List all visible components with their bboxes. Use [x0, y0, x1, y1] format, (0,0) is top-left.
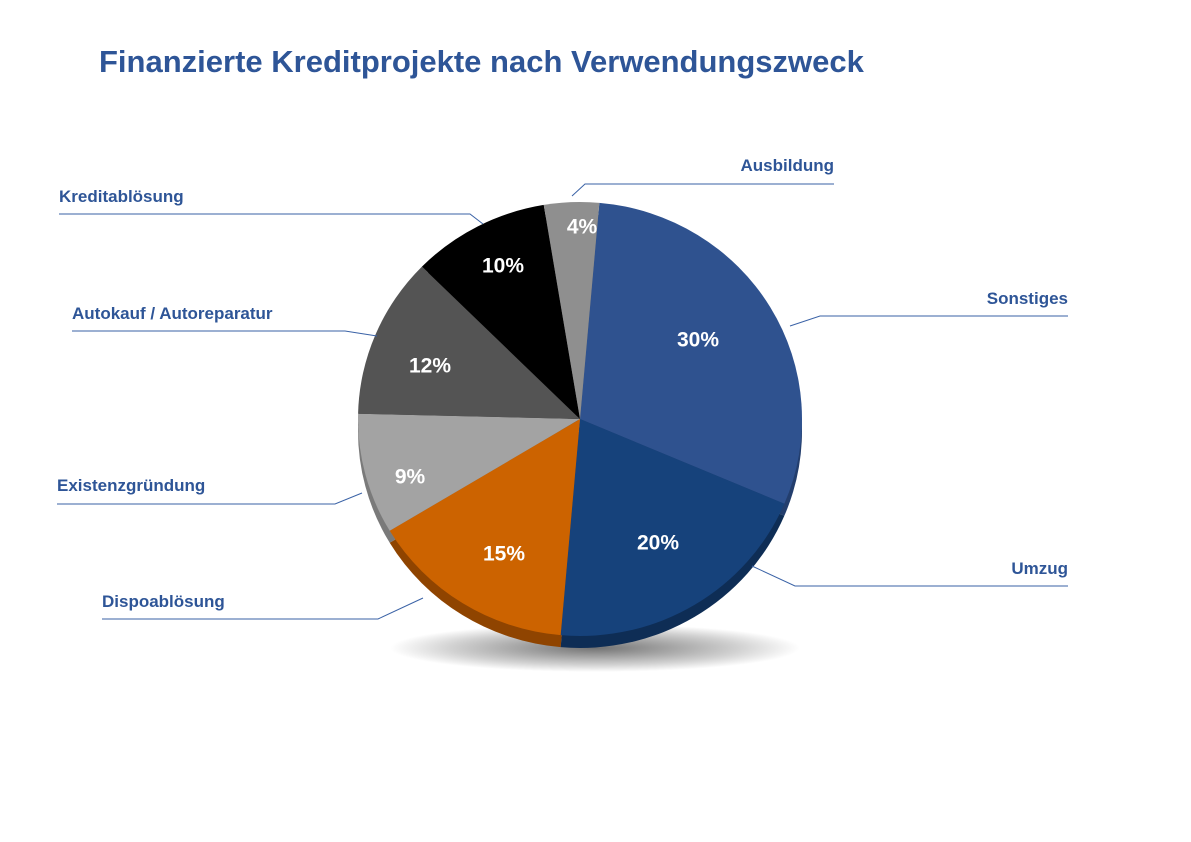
- pie-slice-existenzgruendung: [358, 413, 580, 531]
- pie-slice-dispoabloesung: [389, 419, 580, 636]
- pie-slice-autokauf-autoreparatur: [358, 266, 580, 419]
- leader-line-dispoabloesung: [102, 597, 424, 620]
- pie-slice-sonstiges: [580, 202, 802, 504]
- pie-slice-umzug: [560, 419, 785, 636]
- pie-slice-ausbildung: [543, 202, 600, 419]
- leader-line-kreditabloesung: [59, 213, 484, 225]
- pie-value-label-kreditabloesung: 10%: [482, 255, 524, 278]
- pie-shadow: [390, 624, 800, 672]
- pie-value-label-autokauf-autoreparatur: 12%: [409, 355, 451, 378]
- callout-label-umzug: Umzug: [1011, 559, 1068, 578]
- pie-slice-kreditabloesung: [421, 204, 580, 419]
- leader-line-umzug: [751, 565, 1068, 587]
- leader-line-sonstiges: [789, 315, 1068, 327]
- callout-label-existenzgruendung: Existenzgründung: [57, 476, 205, 495]
- pie-value-label-existenzgruendung: 9%: [395, 466, 426, 489]
- pie-value-label-dispoabloesung: 15%: [483, 543, 525, 566]
- callout-label-ausbildung: Ausbildung: [741, 156, 834, 175]
- callout-label-sonstiges: Sonstiges: [987, 289, 1068, 308]
- leader-line-autokauf-autoreparatur: [72, 330, 378, 337]
- leader-line-ausbildung: [571, 183, 834, 197]
- callout-label-dispoabloesung: Dispoablösung: [102, 592, 225, 611]
- callout-label-kreditabloesung: Kreditablösung: [59, 187, 184, 206]
- callout-label-autokauf-autoreparatur: Autokauf / Autoreparatur: [72, 304, 273, 323]
- pie-value-label-ausbildung: 4%: [567, 216, 598, 239]
- pie-value-label-sonstiges: 30%: [677, 329, 719, 352]
- pie-value-label-umzug: 20%: [637, 532, 679, 555]
- chart-title: Finanzierte Kreditprojekte nach Verwendu…: [99, 44, 864, 79]
- leader-line-existenzgruendung: [57, 492, 363, 505]
